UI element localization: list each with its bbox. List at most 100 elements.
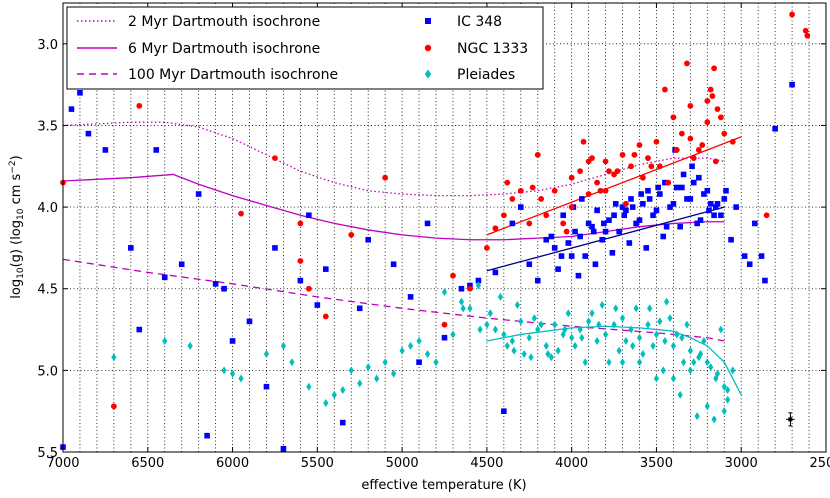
pleiades-point (611, 320, 617, 329)
pleiades-point (630, 341, 636, 350)
ic348-point (609, 250, 616, 256)
ic348-point (657, 191, 663, 197)
pleiades-point (619, 358, 626, 367)
pleiades-point (382, 358, 388, 367)
ngc1333-point (272, 155, 278, 162)
ngc1333-point (709, 93, 716, 99)
ngc1333-point (348, 231, 355, 238)
pleiades-point (701, 336, 707, 345)
y-axis-label: log10(g) (log10 cm s−2) (8, 155, 26, 298)
ic348-point (640, 201, 646, 207)
ic348-point (660, 233, 667, 240)
pleiades-point (687, 346, 693, 355)
ic348-point (602, 228, 609, 235)
ic348-point (741, 253, 748, 259)
ic348-point (707, 201, 714, 207)
pleiades-point (677, 390, 683, 399)
ngc1333-point (636, 142, 643, 148)
pleiades-point (323, 399, 329, 408)
ic348-point (789, 81, 795, 88)
ngc1333-point (717, 114, 724, 121)
ic348-point (645, 187, 651, 194)
ngc1333-point (504, 179, 511, 186)
pleiades-point (340, 385, 346, 394)
ic348-point (68, 106, 75, 112)
error-bar-point (788, 417, 793, 422)
pleiades-point (416, 336, 422, 345)
legend-label-pleiades: Pleiades (457, 67, 515, 83)
ic348-point (663, 223, 670, 230)
ic348-point (263, 383, 270, 390)
pleiades-point (657, 317, 663, 326)
ic348-point (711, 212, 717, 219)
pleiades-point (664, 297, 670, 306)
ic348-point (643, 245, 650, 251)
ic348-point (458, 285, 465, 292)
ic348-point (758, 253, 765, 259)
pleiades-point (628, 325, 634, 334)
ngc1333-point (690, 155, 697, 162)
pleiades-point (696, 353, 702, 362)
ngc1333-point (684, 60, 690, 67)
pleiades-point (450, 330, 456, 339)
pleiades-point (679, 333, 685, 342)
ic348-point (314, 302, 321, 308)
pleiades-point (586, 317, 592, 326)
ngc1333-point (602, 187, 609, 194)
ngc1333-point (580, 138, 587, 145)
ngc1333-point (500, 212, 507, 219)
pleiades-point (543, 341, 549, 350)
ic348-point (323, 266, 329, 272)
data-points (60, 11, 811, 452)
ngc1333-point (585, 191, 592, 197)
y-tick-label: 5.0 (37, 364, 58, 379)
pleiades-point (670, 341, 676, 350)
ngc1333-point (711, 65, 717, 72)
x-tick-label: 7000 (46, 456, 79, 471)
ic348-point (246, 318, 253, 325)
ic348-point (721, 196, 728, 202)
ic348-point (655, 184, 661, 191)
ic348-point (633, 220, 639, 227)
ic348-point (680, 171, 687, 178)
ngc1333-point (534, 151, 541, 158)
pleiades-point (613, 304, 619, 313)
ic348-point (178, 261, 185, 268)
ic348-point (728, 236, 734, 243)
pleiades-point (596, 320, 602, 329)
ic348-point (687, 196, 694, 202)
ngc1333-point (526, 220, 533, 227)
pleiades-point (238, 374, 244, 383)
ic348-point (706, 207, 712, 214)
pleiades-point (577, 325, 583, 334)
pleiades-point (391, 369, 397, 378)
pleiades-point (433, 358, 439, 367)
ic348-point (689, 163, 695, 170)
ic348-point (577, 233, 583, 240)
ngc1333-point (467, 285, 473, 292)
pleiades-point (535, 325, 541, 334)
legend-marker-ic348 (425, 18, 431, 24)
pleiades-point (111, 353, 117, 362)
pleiades-point (684, 320, 690, 329)
ic348-point (280, 445, 287, 452)
pleiades-point (504, 341, 510, 350)
ic348-point (551, 245, 558, 251)
pleiades-point (713, 374, 719, 383)
ic348-point (153, 147, 160, 153)
pleiades-point (633, 304, 639, 313)
legend-label-ngc1333: NGC 1333 (457, 41, 528, 57)
ic348-point (306, 212, 312, 219)
ngc1333-point (382, 174, 389, 181)
pleiades-point (694, 412, 700, 421)
ngc1333-point (687, 135, 694, 142)
ic348-point (606, 217, 612, 223)
pleiades-point (660, 366, 666, 375)
ngc1333-point (110, 403, 117, 410)
pleiades-point (650, 341, 656, 350)
pleiades-point (662, 336, 668, 345)
ngc1333-point (450, 272, 456, 279)
ic348-point (441, 334, 448, 341)
pleiades-point (460, 304, 466, 313)
